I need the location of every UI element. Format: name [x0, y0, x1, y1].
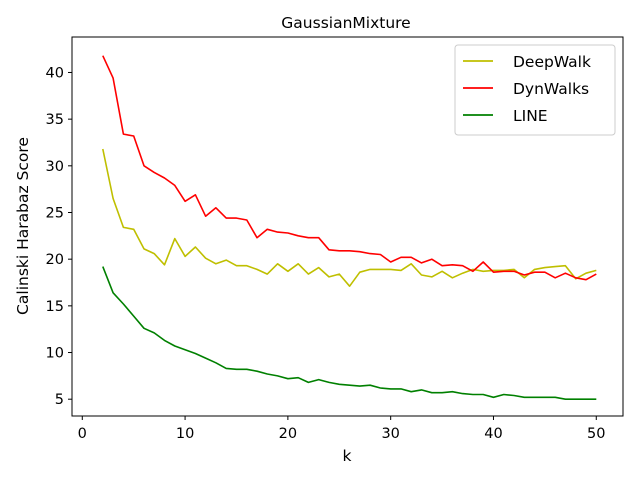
- plot-frame: [71, 36, 624, 417]
- y-tick-label: 30: [46, 159, 64, 175]
- series-line-1: [102, 55, 597, 281]
- y-tick-label: 5: [55, 392, 64, 408]
- series-line-0: [102, 148, 597, 288]
- legend-box: [454, 44, 616, 136]
- y-tick-label: 20: [46, 252, 64, 268]
- legend: DeepWalk DynWalks LINE: [454, 44, 616, 136]
- x-tick-label: 0: [78, 426, 87, 442]
- y-tick-label: 35: [46, 112, 64, 128]
- x-axis-label: k: [343, 447, 352, 465]
- x-tick-label: 20: [279, 426, 297, 442]
- x-tick-label: 10: [176, 426, 194, 442]
- y-axis-label: Calinski Harabaz Score: [14, 137, 32, 315]
- y-tick-label: 10: [46, 346, 64, 362]
- y-tick-label: 25: [46, 205, 64, 221]
- plot-lines: [102, 55, 597, 401]
- legend-label-2: LINE: [513, 107, 548, 125]
- y-tick-label: 40: [46, 65, 64, 81]
- y-tick-label: 15: [46, 299, 64, 315]
- x-tick-label: 50: [587, 426, 605, 442]
- x-tick-label: 30: [381, 426, 399, 442]
- y-axis: 5 10 15 20 25 30 35 40: [46, 65, 72, 408]
- legend-label-0: DeepWalk: [513, 53, 591, 71]
- series-line-2: [102, 266, 597, 401]
- x-tick-label: 40: [484, 426, 502, 442]
- legend-label-1: DynWalks: [513, 80, 589, 98]
- chart-title: GaussianMixture: [281, 14, 410, 32]
- x-axis: 0 10 20 30 40 50: [78, 416, 605, 442]
